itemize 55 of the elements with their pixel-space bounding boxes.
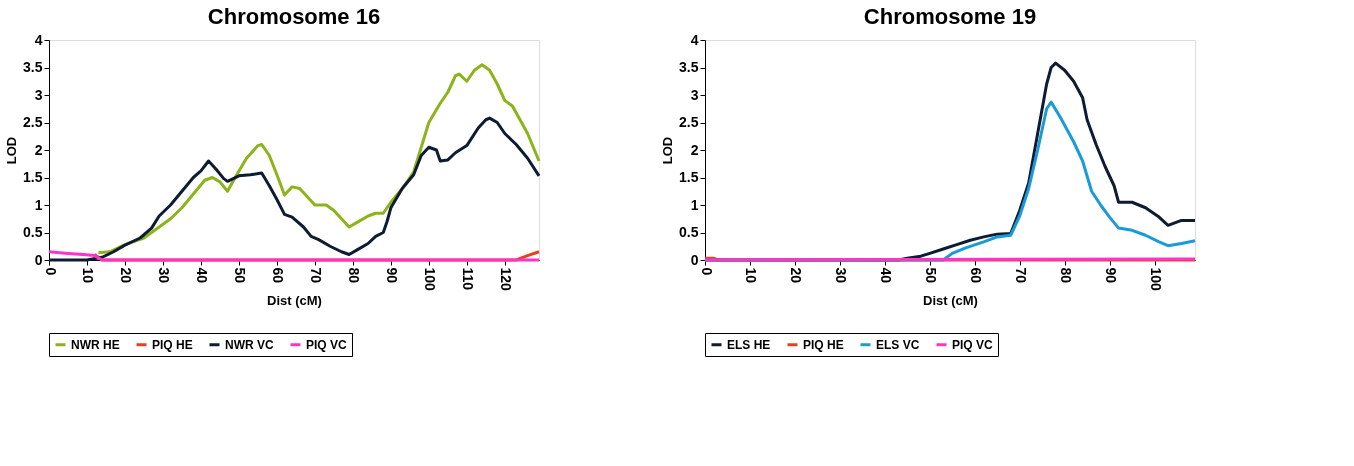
x-axis-title: Dist (cM) (923, 292, 978, 308)
x-tick-label: 40 (878, 267, 895, 284)
x-tick-label: 110 (460, 267, 477, 291)
legend-label: PIQ HE (152, 337, 193, 352)
x-tick-label: 120 (498, 267, 515, 292)
legend-label: NWR HE (71, 337, 120, 352)
legend-label: PIQ VC (306, 337, 348, 352)
x-tick-label: 40 (194, 267, 211, 284)
y-axis-title: LOD (4, 136, 20, 165)
y-tick-label: 0.5 (23, 224, 43, 240)
chart-title: Chromosome 19 (863, 4, 1037, 29)
x-tick-label: 30 (833, 267, 850, 284)
y-tick-label: 1 (690, 196, 699, 213)
line-series (96, 63, 541, 255)
y-tick-label: 2.5 (23, 114, 43, 130)
x-tick-label: 100 (422, 267, 439, 292)
x-tick-label: 80 (346, 267, 363, 284)
x-tick-label: 70 (308, 267, 325, 284)
y-axis-title: LOD (660, 136, 676, 165)
x-tick-label: 20 (788, 267, 805, 284)
y-tick-label: 1 (34, 196, 43, 213)
x-tick-label: 0 (698, 267, 715, 276)
x-tick-label: 70 (1013, 267, 1030, 284)
y-tick-label: 3 (690, 86, 699, 103)
y-tick-label: 1.5 (23, 169, 43, 185)
legend-label: PIQ HE (803, 337, 844, 352)
x-tick-label: 60 (968, 267, 985, 284)
y-tick-label: 0.5 (679, 224, 699, 240)
x-tick-label: 50 (232, 267, 249, 284)
y-tick-label: 4 (34, 31, 43, 48)
x-tick-label: 10 (80, 267, 97, 284)
x-tick-label: 80 (1058, 267, 1075, 284)
x-tick-label: 10 (743, 267, 760, 284)
x-tick-label: 50 (923, 267, 940, 284)
chart-title: Chromosome 16 (207, 4, 381, 29)
y-tick-label: 4 (690, 31, 699, 48)
x-tick-label: 30 (156, 267, 173, 284)
x-tick-label: 0 (42, 267, 59, 276)
legend-label: PIQ VC (952, 337, 994, 352)
y-tick-label: 3 (34, 86, 43, 103)
x-tick-label: 90 (384, 267, 401, 284)
x-axis-title: Dist (cM) (267, 292, 322, 308)
legend-label: NWR VC (225, 337, 274, 352)
y-tick-label: 2 (34, 141, 43, 158)
y-tick-label: 2 (690, 141, 699, 158)
y-tick-label: 1.5 (679, 169, 699, 185)
x-tick-label: 20 (118, 267, 135, 284)
legend-label: ELS HE (727, 337, 771, 352)
x-tick-label: 90 (1103, 267, 1120, 284)
y-tick-label: 3.5 (23, 59, 43, 75)
y-tick-label: 2.5 (679, 114, 699, 130)
x-tick-label: 60 (270, 267, 287, 284)
legend-label: ELS VC (876, 337, 920, 352)
y-tick-label: 3.5 (679, 59, 699, 75)
x-tick-label: 100 (1148, 267, 1165, 292)
